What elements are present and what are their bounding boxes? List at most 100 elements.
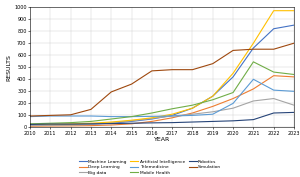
Simulation [130, 83, 133, 85]
Machine Learning [110, 122, 113, 124]
Robotics [150, 122, 154, 124]
Mobile Health [191, 104, 194, 106]
Machine Learning [69, 123, 72, 125]
Artificial Intelligence [292, 10, 296, 12]
Robotics [49, 123, 52, 125]
Machine Learning [191, 107, 194, 109]
Simulation [150, 70, 154, 72]
Machine Learning [89, 123, 93, 125]
Robotics [272, 112, 275, 114]
Deep Learning [272, 75, 275, 77]
Simulation [252, 48, 255, 50]
Simulation [28, 115, 32, 117]
Artificial Intelligence [110, 121, 113, 123]
Telemedicine [28, 116, 32, 118]
Big data [150, 117, 154, 119]
Robotics [231, 120, 235, 122]
Deep Learning [130, 123, 133, 125]
Deep Learning [211, 105, 214, 107]
Telemedicine [272, 89, 275, 91]
Mobile Health [231, 92, 235, 94]
Machine Learning [292, 24, 296, 26]
Mobile Health [292, 73, 296, 76]
Telemedicine [49, 115, 52, 117]
Deep Learning [170, 117, 174, 119]
Telemedicine [110, 116, 113, 118]
Deep Learning [110, 124, 113, 126]
Mobile Health [89, 120, 93, 122]
Mobile Health [252, 61, 255, 63]
Artificial Intelligence [252, 42, 255, 44]
Telemedicine [252, 78, 255, 80]
Telemedicine [69, 115, 72, 117]
Big data [110, 122, 113, 124]
Telemedicine [89, 115, 93, 117]
Mobile Health [272, 71, 275, 73]
Deep Learning [69, 125, 72, 127]
Line: Deep Learning: Deep Learning [30, 76, 294, 126]
Big data [272, 98, 275, 100]
Deep Learning [150, 120, 154, 122]
Machine Learning [272, 28, 275, 30]
Artificial Intelligence [89, 122, 93, 124]
Artificial Intelligence [170, 113, 174, 115]
Mobile Health [211, 99, 214, 101]
Big data [28, 125, 32, 127]
Simulation [69, 114, 72, 116]
Line: Telemedicine: Telemedicine [30, 79, 294, 117]
Legend: Machine Learning, Deep Learning, Big data, Artificial Intelligence, Telemedicine: Machine Learning, Deep Learning, Big dat… [79, 160, 221, 175]
Deep Learning [292, 76, 296, 78]
Simulation [292, 42, 296, 44]
Machine Learning [170, 114, 174, 116]
Simulation [89, 108, 93, 110]
Telemedicine [231, 102, 235, 104]
Big data [211, 111, 214, 113]
Robotics [191, 121, 194, 123]
Big data [252, 100, 255, 102]
Telemedicine [170, 115, 174, 117]
Simulation [191, 69, 194, 71]
Big data [292, 104, 296, 106]
Deep Learning [231, 98, 235, 100]
Artificial Intelligence [49, 123, 52, 125]
Line: Robotics: Robotics [30, 112, 294, 124]
Robotics [89, 123, 93, 125]
Mobile Health [69, 122, 72, 124]
Mobile Health [28, 123, 32, 125]
Line: Artificial Intelligence: Artificial Intelligence [30, 11, 294, 124]
Y-axis label: RESULTS: RESULTS [6, 54, 11, 81]
Robotics [130, 122, 133, 124]
Line: Machine Learning: Machine Learning [30, 25, 294, 125]
Robotics [252, 119, 255, 121]
Machine Learning [231, 76, 235, 78]
Artificial Intelligence [130, 119, 133, 121]
Machine Learning [49, 124, 52, 126]
Robotics [69, 123, 72, 125]
Mobile Health [150, 112, 154, 114]
Machine Learning [150, 118, 154, 120]
Deep Learning [28, 125, 32, 127]
Big data [191, 113, 194, 115]
Telemedicine [191, 114, 194, 116]
Telemedicine [150, 115, 154, 117]
Artificial Intelligence [231, 72, 235, 74]
Robotics [211, 120, 214, 122]
Artificial Intelligence [272, 10, 275, 12]
Machine Learning [28, 124, 32, 126]
Simulation [272, 48, 275, 50]
Simulation [211, 63, 214, 65]
Artificial Intelligence [69, 123, 72, 125]
Mobile Health [130, 116, 133, 118]
Telemedicine [292, 90, 296, 92]
Machine Learning [252, 47, 255, 49]
Simulation [231, 49, 235, 52]
Big data [89, 123, 93, 125]
Machine Learning [211, 95, 214, 97]
Mobile Health [110, 118, 113, 120]
Artificial Intelligence [211, 95, 214, 97]
X-axis label: YEAR: YEAR [154, 137, 170, 142]
Artificial Intelligence [150, 117, 154, 119]
Line: Simulation: Simulation [30, 43, 294, 116]
Robotics [170, 122, 174, 124]
Artificial Intelligence [28, 123, 32, 125]
